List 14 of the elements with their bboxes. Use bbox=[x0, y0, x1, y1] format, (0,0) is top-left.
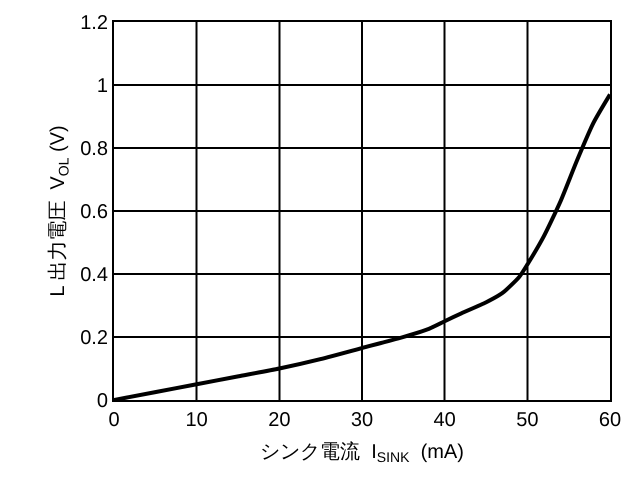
x-tick-label: 20 bbox=[268, 409, 290, 431]
y-tick-label: 0.6 bbox=[80, 201, 108, 223]
y-tick-label: 0 bbox=[96, 390, 108, 412]
x-tick-label: 30 bbox=[350, 409, 374, 431]
x-tick-label: 40 bbox=[434, 409, 456, 431]
y-tick-label: 1.2 bbox=[80, 12, 108, 34]
x-tick-label: 10 bbox=[186, 409, 208, 431]
y-tick-label: 0.4 bbox=[80, 264, 108, 286]
x-tick-label: 50 bbox=[516, 409, 538, 431]
y-tick-label: 0.2 bbox=[80, 327, 108, 349]
x-tick-label: 60 bbox=[598, 409, 622, 431]
y-tick-label: 1 bbox=[96, 75, 108, 97]
y-tick-label: 0.8 bbox=[80, 138, 108, 160]
x-axis-title: シンク電流 I$_{SINK}$ (mA) bbox=[260, 441, 464, 466]
